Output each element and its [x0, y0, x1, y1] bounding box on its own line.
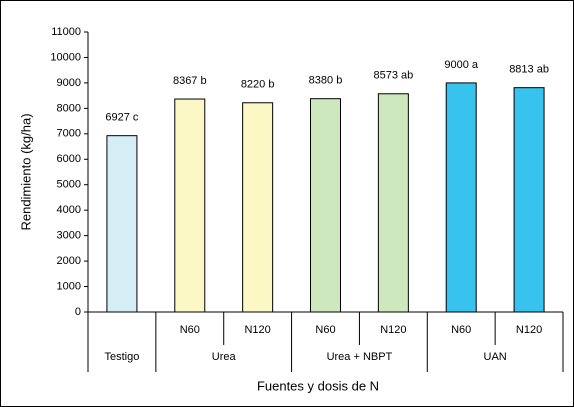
value-label: 6927 c	[105, 112, 139, 124]
bar	[242, 102, 274, 313]
group-label: Urea + NBPT	[327, 351, 393, 363]
bar	[445, 82, 477, 313]
y-tick-label: 10000	[50, 51, 81, 63]
bar	[174, 98, 206, 313]
y-tick-label: 1000	[57, 280, 81, 292]
y-axis-title: Rendimiento (kg/ha)	[18, 113, 33, 230]
y-tick-label: 7000	[57, 128, 81, 140]
x-tick-label: N120	[380, 324, 406, 336]
y-tick-label: 4000	[57, 204, 81, 216]
x-tick-label: N60	[451, 324, 471, 336]
y-tick-label: 5000	[57, 179, 81, 191]
value-label: 8573 ab	[373, 70, 413, 82]
value-label: 9000 a	[444, 59, 479, 71]
y-tick-label: 6000	[57, 153, 81, 165]
x-tick-label: N60	[180, 324, 200, 336]
group-label: UAN	[484, 351, 507, 363]
x-tick-label: N120	[516, 324, 542, 336]
value-label: 8380 b	[309, 75, 343, 87]
bar	[106, 135, 138, 313]
y-tick-label: 8000	[57, 102, 81, 114]
value-label: 8220 b	[241, 79, 275, 91]
value-label: 8813 ab	[509, 64, 549, 76]
bar	[377, 93, 409, 313]
x-tick-label: N120	[244, 324, 270, 336]
group-label: Testigo	[104, 351, 139, 363]
value-label: 8367 b	[173, 75, 207, 87]
y-tick-label: 11000	[51, 26, 81, 38]
y-tick-label: 2000	[57, 255, 81, 267]
x-tick-label: N60	[315, 324, 335, 336]
x-axis-title: Fuentes y dosis de N	[257, 378, 379, 393]
y-tick-label: 9000	[57, 77, 81, 89]
bar	[310, 98, 341, 313]
y-tick-label: 0	[75, 306, 81, 318]
bar	[513, 87, 545, 313]
y-tick-label: 3000	[57, 230, 81, 242]
group-label: Urea	[212, 351, 237, 363]
